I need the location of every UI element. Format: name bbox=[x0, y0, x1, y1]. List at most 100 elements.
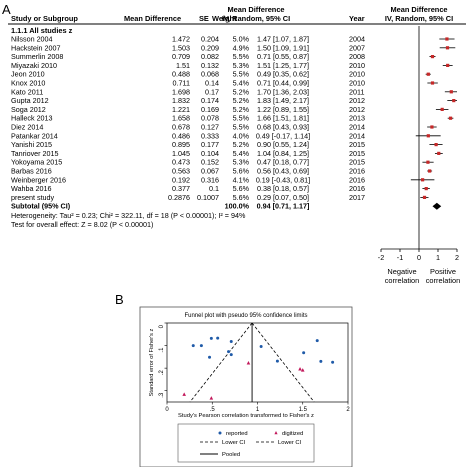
study-year: 2011 bbox=[349, 87, 364, 96]
study-weight: 5.3% bbox=[233, 61, 250, 70]
study-year: 2015 bbox=[349, 149, 365, 158]
funnel-x-tick-label: 1.5 bbox=[299, 407, 308, 413]
study-ci: 0.19 [-0.43, 0.81] bbox=[256, 175, 310, 184]
reported-point bbox=[208, 355, 212, 359]
study-se: 0.104 bbox=[201, 149, 219, 158]
study-se: 0.078 bbox=[201, 114, 219, 123]
legend-lower-ci-2: Lower CI bbox=[278, 440, 302, 446]
study-ci: 1.47 [1.07, 1.87] bbox=[257, 35, 309, 44]
study-year: 2015 bbox=[349, 140, 365, 149]
study-name: Barbas 2016 bbox=[11, 167, 52, 176]
study-name: present study bbox=[11, 193, 55, 202]
study-md: 1.51 bbox=[176, 61, 190, 70]
forest-tick-label: 0 bbox=[417, 253, 421, 262]
subtotal-weight: 100.0% bbox=[225, 202, 250, 211]
study-ci: 1.04 [0.84, 1.25] bbox=[257, 149, 309, 158]
study-md: 1.045 bbox=[172, 149, 190, 158]
study-md: 1.472 bbox=[172, 35, 190, 44]
study-se: 0.204 bbox=[201, 35, 219, 44]
study-year: 2012 bbox=[349, 105, 365, 114]
study-weight: 5.5% bbox=[233, 114, 250, 123]
study-ci: 0.56 [0.43, 0.69] bbox=[257, 167, 309, 176]
negative-label-2: correlation bbox=[385, 276, 420, 285]
digitized-point bbox=[300, 368, 305, 372]
header-ci: IV, Random, 95% CI bbox=[222, 14, 290, 23]
study-name: Patankar 2014 bbox=[11, 131, 58, 140]
study-name: Hackstein 2007 bbox=[11, 43, 61, 52]
study-se: 0.082 bbox=[201, 52, 219, 61]
legend-pooled: Pooled bbox=[222, 452, 240, 458]
study-ci: 1.70 [1.36, 2.03] bbox=[257, 87, 309, 96]
study-md: 0.709 bbox=[172, 52, 190, 61]
study-md: 0.377 bbox=[172, 184, 190, 193]
study-ci: 0.71 [0.44, 0.99] bbox=[257, 79, 309, 88]
funnel-x-tick-label: 0 bbox=[165, 407, 169, 413]
study-name: Soga 2012 bbox=[11, 105, 46, 114]
study-weight: 5.5% bbox=[233, 52, 250, 61]
funnel-title: Funnel plot with pseudo 95% confidence l… bbox=[184, 313, 307, 319]
study-year: 2010 bbox=[349, 79, 365, 88]
study-year: 2013 bbox=[349, 114, 365, 123]
effect-marker bbox=[426, 134, 430, 138]
study-ci: 0.68 [0.43, 0.93] bbox=[257, 123, 309, 132]
effect-marker bbox=[424, 187, 428, 191]
study-md: 0.192 bbox=[172, 175, 190, 184]
study-name: Jeon 2010 bbox=[11, 70, 45, 79]
study-year: 2016 bbox=[349, 167, 365, 176]
reported-point bbox=[315, 339, 319, 343]
overall-effect-text: Test for overall effect: Z = 8.02 (P < 0… bbox=[11, 220, 153, 229]
study-weight: 5.3% bbox=[233, 158, 250, 167]
legend-digitized: digitized bbox=[282, 431, 303, 437]
lower-ci-line bbox=[189, 322, 253, 403]
study-se: 0.132 bbox=[201, 61, 219, 70]
study-weight: 5.4% bbox=[233, 79, 250, 88]
effect-marker bbox=[421, 178, 425, 182]
funnel-y-tick-label: .1 bbox=[159, 347, 165, 353]
effect-marker bbox=[452, 99, 456, 103]
digitized-point bbox=[209, 396, 214, 400]
digitized-point bbox=[298, 367, 302, 371]
legend-reported-symbol bbox=[218, 431, 222, 435]
study-md: 0.486 bbox=[172, 131, 190, 140]
effect-marker bbox=[422, 195, 427, 199]
study-md: 1.503 bbox=[172, 43, 190, 52]
header-weight: Weight bbox=[212, 14, 237, 23]
study-weight: 4.1% bbox=[233, 175, 250, 184]
reported-point bbox=[275, 359, 279, 363]
study-name: Yanishi 2015 bbox=[11, 140, 52, 149]
study-name: Gupta 2012 bbox=[11, 96, 49, 105]
header-md-group: Mean Difference bbox=[227, 5, 284, 14]
reported-point bbox=[331, 360, 335, 364]
reported-point bbox=[319, 359, 323, 363]
reported-point bbox=[216, 336, 220, 340]
study-se: 0.152 bbox=[201, 158, 219, 167]
study-se: 0.1007 bbox=[197, 193, 219, 202]
study-ci: 0.29 [0.07, 0.50] bbox=[257, 193, 309, 202]
legend-lower-ci: Lower CI bbox=[222, 440, 246, 446]
study-weight: 5.2% bbox=[233, 105, 250, 114]
reported-point bbox=[191, 344, 195, 348]
study-ci: 0.49 [0.35, 0.62] bbox=[257, 70, 309, 79]
effect-marker bbox=[426, 72, 430, 76]
forest-tick-label: 1 bbox=[436, 253, 440, 262]
header-year: Year bbox=[349, 14, 365, 23]
study-ci: 1.66 [1.51, 1.81] bbox=[257, 114, 309, 123]
funnel-plot: Funnel plot with pseudo 95% confidence l… bbox=[139, 306, 353, 467]
study-weight: 5.5% bbox=[233, 70, 250, 79]
effect-marker bbox=[426, 160, 430, 164]
study-name: Summerlin 2008 bbox=[11, 52, 63, 61]
study-year: 2010 bbox=[349, 61, 365, 70]
study-md: 0.2876 bbox=[168, 193, 190, 202]
study-name: Yokoyama 2015 bbox=[11, 158, 62, 167]
funnel-legend bbox=[177, 423, 315, 463]
study-weight: 5.6% bbox=[233, 184, 250, 193]
funnel-y-tick-label: 0 bbox=[159, 324, 165, 328]
study-year: 2014 bbox=[349, 131, 365, 140]
reported-point bbox=[229, 353, 233, 357]
study-ci: 0.49 [-0.17, 1.14] bbox=[256, 131, 310, 140]
study-se: 0.17 bbox=[205, 87, 219, 96]
study-weight: 5.2% bbox=[233, 87, 250, 96]
positive-label: Positive bbox=[430, 267, 456, 276]
effect-marker bbox=[428, 169, 432, 173]
